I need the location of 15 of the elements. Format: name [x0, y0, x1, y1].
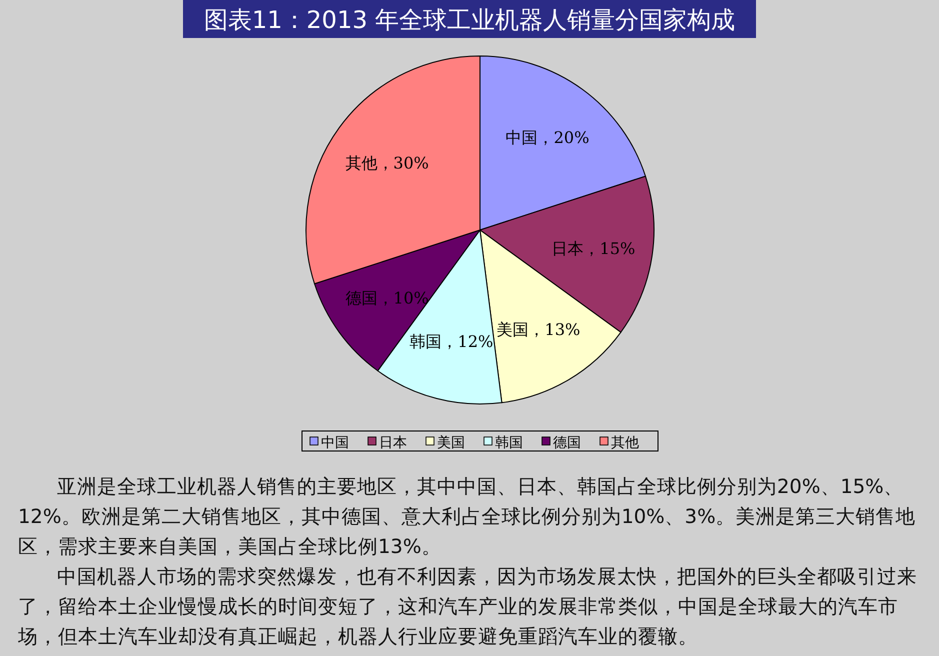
- legend-label: 中国: [321, 435, 349, 451]
- chart-title: 图表11：2013 年全球工业机器人销量分国家构成: [204, 6, 736, 34]
- legend-label: 其他: [611, 435, 639, 451]
- data-label: 其他，30%: [345, 154, 429, 172]
- data-label: 美国，13%: [496, 320, 580, 339]
- legend-label: 美国: [437, 435, 465, 451]
- data-label: 德国，10%: [345, 288, 429, 308]
- legend-label: 韩国: [495, 435, 523, 451]
- legend-label: 日本: [379, 435, 407, 451]
- text: 中国机器人市场的需求突然爆发，也有不利因素，因为市场发展太快，把国外的巨头全都吸引过来了，留给本土企业慢慢成长的时间变短了，这和汽车产业的发展非常类似，中国是全球最大的汽车市场，但本土汽车业却没有真正崛起，机器人行业应要避免重蹈汽车业的覆辙。: [18, 564, 918, 650]
- data-label: 中国，20%: [506, 128, 590, 148]
- data-label: 韩国，12%: [410, 332, 494, 352]
- text: 亚洲是全球工业机器人销售的主要地区，其中中国、日本、韩国占全球比例分别为20%、15%、12%。欧洲是第二大销售地区，其中德国、意大利占全球比例分别为10%、3%。美洲是第三大销售地区，需求主要来自美国，美国占全球比例13%。: [18, 474, 917, 560]
- legend-label: 德国: [553, 435, 581, 451]
- data-label: 日本，15%: [552, 238, 636, 258]
